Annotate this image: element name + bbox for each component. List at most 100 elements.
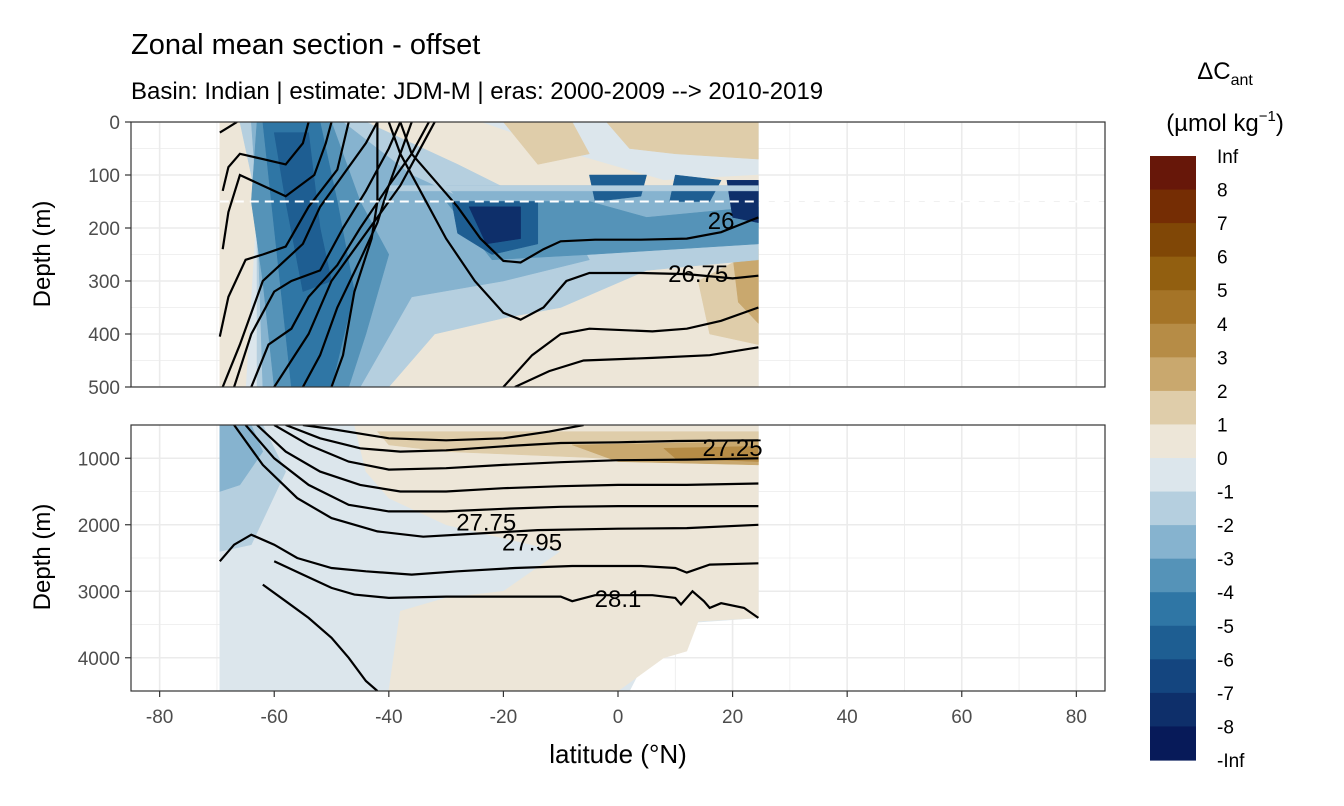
y-axes: 0 100 200 300 400 500 1000 2000 3000 4000 — [78, 113, 131, 670]
isopycnal-line — [330, 122, 379, 387]
colorbar-swatch — [1150, 458, 1196, 493]
y-tick-label: 100 — [88, 166, 120, 187]
x-tick-label: 60 — [951, 707, 972, 728]
x-tick-label: -80 — [146, 707, 173, 728]
colorbar-swatch — [1150, 357, 1196, 392]
isopycnal-line — [273, 560, 760, 619]
y-tick-label: 2000 — [78, 516, 120, 537]
isopycnal-line — [387, 122, 759, 321]
isopycnal-line — [256, 425, 759, 493]
colorbar-label: -7 — [1217, 684, 1234, 705]
isopycnal-line — [218, 122, 350, 337]
colorbar-swatch — [1150, 290, 1196, 325]
y-tick-label: 300 — [88, 272, 120, 293]
colorbar-label: -6 — [1217, 650, 1234, 671]
x-tick-label: 20 — [722, 707, 743, 728]
colorbar-swatch — [1150, 424, 1196, 459]
colorbar-swatch — [1150, 189, 1196, 224]
colorbar-label: 2 — [1217, 382, 1228, 403]
y-tick-label: 0 — [109, 113, 120, 134]
isopycnal-label: 27.25 — [703, 435, 763, 462]
x-tick-label: -40 — [375, 707, 402, 728]
colorbar-swatch — [1150, 525, 1196, 560]
isopycnal-label: 26.75 — [668, 261, 728, 288]
legend-unit: (µmol kg−1) — [1166, 108, 1284, 137]
isopycnal-line — [221, 122, 310, 192]
isopycnal-line — [219, 122, 238, 134]
isopycnal-line — [221, 122, 379, 387]
y-tick-label: 3000 — [78, 582, 120, 603]
x-tick-label: -20 — [490, 707, 517, 728]
colorbar-label: 0 — [1217, 449, 1228, 470]
y-tick-label: 500 — [88, 378, 120, 399]
colorbar-label: -1 — [1217, 483, 1234, 504]
x-tick-label: 40 — [837, 707, 858, 728]
x-tick-label: 0 — [613, 707, 624, 728]
field-region — [503, 122, 590, 165]
isopycnal-line — [399, 122, 759, 264]
colorbar-swatch — [1150, 659, 1196, 694]
field-region — [606, 122, 759, 160]
colorbar-label: 3 — [1217, 348, 1228, 369]
x-axis-title: latitude (°N) — [549, 739, 687, 769]
legend-title: ΔCant — [1197, 58, 1253, 89]
y-axis-title-upper: Depth (m) — [29, 201, 56, 308]
colorbar-label: Inf — [1217, 147, 1239, 168]
isopycnal-line — [273, 122, 436, 387]
x-tick-label: -60 — [261, 707, 288, 728]
colorbar-label: 6 — [1217, 248, 1228, 269]
colorbar-label: 4 — [1217, 315, 1228, 336]
isopycnal-line — [218, 533, 759, 576]
isopycnal-label: 27.95 — [502, 529, 562, 556]
isopycnal-line — [262, 583, 379, 691]
colorbar-swatch — [1150, 223, 1196, 258]
colorbar-label: 7 — [1217, 214, 1228, 235]
colorbar-swatch — [1150, 156, 1196, 191]
colorbar-swatch — [1150, 256, 1196, 291]
isopycnal-line — [244, 425, 759, 513]
panel-border — [130, 121, 1106, 388]
y-tick-label: 1000 — [78, 449, 120, 470]
isopycnal-line — [301, 122, 413, 387]
colorbar-swatch — [1150, 491, 1196, 526]
isopycnal-line — [221, 122, 333, 250]
isopycnal-line — [233, 425, 759, 538]
isopycnal-line — [250, 122, 430, 387]
isopycnal-line — [302, 425, 584, 442]
colorbar-label: -3 — [1217, 550, 1234, 571]
colorbar-label: 1 — [1217, 415, 1228, 436]
colorbar-label: -5 — [1217, 617, 1234, 638]
colorbar-label: 5 — [1217, 281, 1228, 302]
colorbar-swatch — [1150, 592, 1196, 627]
x-tick-label: 80 — [1066, 707, 1087, 728]
y-tick-label: 200 — [88, 219, 120, 240]
chart-title: Zonal mean section - offset — [131, 29, 480, 61]
field-region — [468, 206, 521, 245]
x-axis: -80 -60 -40 -20 0 20 40 60 80 — [146, 691, 1087, 728]
colorbar-label: -8 — [1217, 717, 1234, 738]
colorbar-swatch — [1150, 692, 1196, 728]
panel-content — [131, 425, 1105, 691]
isopycnal-label: 27.75 — [456, 509, 516, 536]
colorbar-swatch — [1150, 558, 1196, 593]
colorbar-swatch — [1150, 323, 1196, 358]
y-axis-title-lower: Depth (m) — [29, 504, 56, 611]
isopycnal-label: 26 — [708, 208, 735, 235]
upper-panel: 26 26.75 — [130, 121, 1106, 388]
colorbar-label: 8 — [1217, 181, 1228, 202]
colorbar-swatch — [1150, 390, 1196, 426]
isopycnal-line — [285, 425, 759, 453]
colorbar-label: -2 — [1217, 516, 1234, 537]
colorbar-label: -4 — [1217, 583, 1234, 604]
field-region — [219, 425, 264, 492]
isopycnal-line — [233, 122, 402, 387]
chart-subtitle: Basin: Indian | estimate: JDM-M | eras: … — [131, 78, 823, 105]
colorbar-label: -Inf — [1217, 751, 1245, 772]
isopycnal-line — [502, 306, 759, 387]
y-tick-label: 400 — [88, 325, 120, 346]
isopycnal-line — [514, 346, 759, 387]
isopycnal-line — [273, 425, 759, 471]
y-tick-label: 4000 — [78, 649, 120, 670]
